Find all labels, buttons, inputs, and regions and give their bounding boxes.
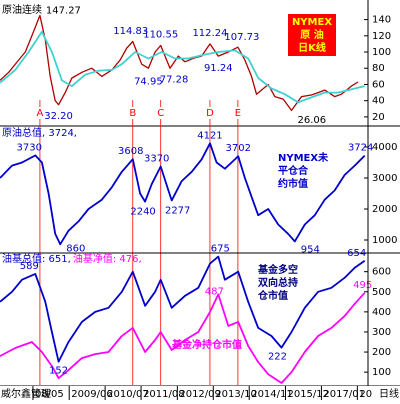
- marker-bg: [34, 107, 45, 119]
- x-tick-label: 2009/06: [71, 389, 113, 400]
- note-text: 仓市值: [257, 289, 288, 302]
- marker-bg: [232, 107, 243, 119]
- annotation: 654: [347, 248, 366, 259]
- panel-title: 油基总值: 651, 油基净值: 476,: [2, 252, 142, 265]
- marker-label: E: [235, 108, 241, 119]
- marker-label: C: [157, 108, 164, 119]
- annotation: 3702: [226, 143, 251, 154]
- panel: 20 40 60 80 100 120 140 147.27 32.20 114.83 74.95 1…: [0, 3, 400, 127]
- y-tick-label: 4000: [372, 142, 397, 153]
- x-tick-label: 2011/08: [143, 389, 185, 400]
- annotation: 954: [301, 244, 320, 255]
- annotation: 110.55: [143, 29, 178, 40]
- y-tick-label: 120: [372, 31, 391, 42]
- y-tick-label: 40: [372, 96, 385, 107]
- note-text: 约市值: [278, 177, 308, 190]
- panel: 1000 2000 3000 4000 3730 860 3608 2240 3370 2277 4…: [0, 126, 400, 255]
- marker-label: A: [37, 108, 44, 119]
- y-tick-label: 2000: [372, 204, 397, 215]
- series-label: 基金净持仓市值: [171, 338, 242, 351]
- x-tick-label: 2015/12: [287, 389, 329, 400]
- annotation: 495: [353, 280, 372, 291]
- annotation: 2277: [165, 205, 190, 216]
- y-tick-label: 80: [372, 63, 385, 74]
- note-text: NYMEX未: [278, 151, 328, 164]
- annotation: 107.73: [224, 32, 259, 43]
- panel: 1002003004005006005891526754872224665449…: [0, 244, 400, 400]
- annotation: 4121: [197, 130, 222, 141]
- y-tick-label: 60: [372, 79, 385, 90]
- annotation: 77.28: [160, 74, 189, 85]
- marker-bg: [204, 107, 215, 119]
- annotation: 26.06: [297, 115, 326, 126]
- annotation: 222: [268, 352, 287, 363]
- annotation: 91.24: [204, 63, 233, 74]
- annotation: 589: [20, 261, 39, 272]
- annotation: 3608: [118, 146, 143, 157]
- marker-label: D: [206, 108, 214, 119]
- title: 原油总值, 3724,: [2, 126, 77, 139]
- x-axis-band: [0, 386, 400, 400]
- y-tick-label: 500: [372, 287, 391, 298]
- y-tick-label: 3000: [372, 173, 397, 184]
- panel-title: 原油连续: [2, 3, 42, 16]
- y-tick-label: 200: [372, 347, 391, 358]
- annotation: 32.20: [44, 111, 73, 122]
- note-text: 双向总持: [258, 276, 298, 289]
- subtitle: 油基净值: 476,: [73, 252, 142, 265]
- legend-text: NYMEX: [292, 17, 332, 28]
- annotation: 2240: [130, 207, 155, 218]
- annotation: 860: [66, 243, 85, 254]
- title: 原油连续: [2, 3, 42, 16]
- annotation: 112.24: [192, 28, 227, 39]
- x-tick-label: 2010/07: [107, 389, 149, 400]
- series-line: [0, 14, 359, 112]
- x-tick-label: 2014/11: [251, 389, 293, 400]
- y-tick-label: 400: [372, 307, 391, 318]
- title: 油基总值: 651,: [2, 252, 71, 265]
- marker-bg: [155, 107, 166, 119]
- y-tick-label: 300: [372, 327, 391, 338]
- x-tick-label: 2017/01: [323, 389, 365, 400]
- annotation: 3370: [144, 154, 169, 165]
- y-tick-label: 140: [372, 15, 391, 26]
- marker-bg: [127, 107, 138, 119]
- x-tick-label: 2013/10: [215, 389, 257, 400]
- annotation: 3724: [348, 143, 373, 154]
- y-tick-label: 600: [372, 267, 391, 278]
- series-line: [0, 30, 365, 104]
- annotation: 675: [211, 244, 230, 255]
- annotation: 74.95: [134, 76, 163, 87]
- footer-left: 威尔鑫管理: [1, 387, 51, 400]
- panel-title: 原油总值, 3724,: [2, 126, 77, 139]
- annotation: 3730: [17, 142, 42, 153]
- legend-text: 日K线: [298, 41, 326, 54]
- marker-label: B: [129, 108, 136, 119]
- legend-box: [288, 14, 336, 56]
- y-tick-label: 20: [372, 112, 385, 123]
- footer-right: 日线: [379, 387, 399, 400]
- y-tick-label: 1000: [372, 235, 397, 246]
- note-text: 平仓合: [278, 164, 309, 177]
- y-tick-label: 100: [372, 47, 391, 58]
- annotation: 114.83: [113, 26, 148, 37]
- x-tick-label: 08/05: [35, 389, 64, 400]
- legend-text: 原 油: [300, 28, 323, 41]
- annotation: 487: [205, 286, 224, 297]
- x-tick-label: 2012/09: [179, 389, 221, 400]
- series-line: [0, 292, 366, 384]
- annotation: 152: [49, 366, 68, 377]
- note-text: 基金多空: [257, 263, 298, 276]
- x-tick-label: 20: [359, 389, 372, 400]
- annotation: 147.27: [46, 6, 81, 17]
- series-line: [0, 142, 366, 246]
- y-tick-label: 100: [372, 367, 391, 378]
- series-line: [0, 255, 366, 363]
